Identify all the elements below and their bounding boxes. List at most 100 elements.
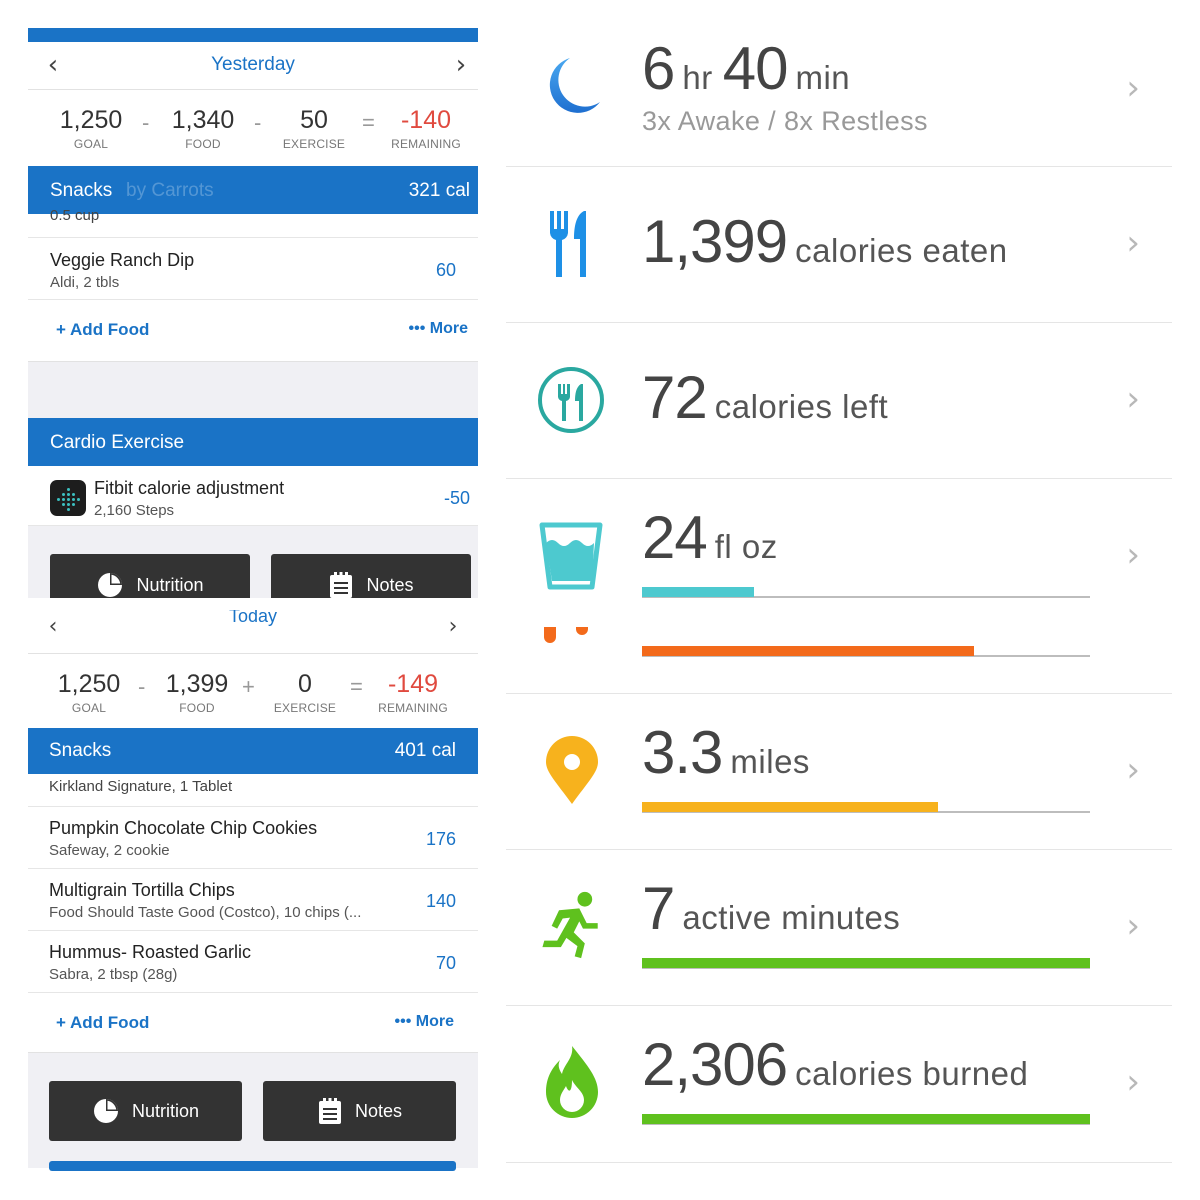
water-tile[interactable]: 24 fl oz › bbox=[506, 479, 1172, 627]
food-name: Multigrain Tortilla Chips bbox=[49, 880, 235, 900]
list-item[interactable]: Pumpkin Chocolate Chip Cookies Safeway, … bbox=[28, 807, 478, 869]
eaten-unit: calories eaten bbox=[795, 232, 1008, 269]
chevron-right-icon[interactable]: › bbox=[1126, 750, 1140, 790]
eaten-value: 1,399 bbox=[642, 208, 788, 275]
remaining-value: -140 bbox=[400, 106, 452, 134]
chevron-right-icon[interactable]: › bbox=[1126, 379, 1140, 419]
list-item[interactable]: Veggie Ranch Dip Aldi, 2 tbls 60 bbox=[28, 238, 478, 300]
next-day-chevron-icon[interactable]: › bbox=[455, 50, 467, 80]
snacks-calories: 321 cal bbox=[408, 180, 470, 201]
snacks-calories: 401 cal bbox=[394, 740, 456, 761]
sleep-tile[interactable]: 6 hr 40 min 3x Awake / 8x Restless › bbox=[506, 10, 1172, 167]
snacks-actions: + Add Food ••• More bbox=[28, 993, 478, 1053]
list-item[interactable]: 0.5 cup bbox=[28, 207, 478, 238]
bottom-blue-button-edge[interactable] bbox=[49, 1161, 456, 1171]
calories-eaten-tile[interactable]: 1,399 calories eaten › bbox=[506, 167, 1172, 323]
exercise-value: 0 bbox=[298, 670, 312, 698]
flame-icon bbox=[546, 1046, 598, 1118]
exercise-label: EXERCISE bbox=[282, 137, 346, 151]
cardio-title: Cardio Exercise bbox=[50, 432, 185, 453]
distance-tile[interactable]: 3.3 miles › bbox=[506, 694, 1172, 850]
goal-value: 1,250 bbox=[57, 670, 121, 698]
distance-progress-bar bbox=[642, 802, 1090, 813]
active-minutes-tile[interactable]: 7 active minutes › bbox=[506, 850, 1172, 1006]
remaining-summary: -149 REMAINING bbox=[363, 670, 463, 715]
add-food-button[interactable]: + Add Food bbox=[56, 1013, 150, 1032]
remaining-value: -149 bbox=[387, 670, 439, 698]
exercise-summary: 50 EXERCISE bbox=[264, 106, 364, 151]
chevron-right-icon[interactable]: › bbox=[1126, 1062, 1140, 1102]
exercise-steps: 2,160 Steps bbox=[94, 502, 175, 519]
hours-unit: hr bbox=[682, 59, 713, 96]
active-unit: active minutes bbox=[682, 899, 901, 936]
water-progress-fill bbox=[642, 587, 754, 597]
notes-button[interactable]: Notes bbox=[263, 1081, 456, 1141]
food-calories: 60 bbox=[435, 260, 456, 280]
notes-button[interactable]: Notes bbox=[271, 554, 471, 598]
previous-day-chevron-icon[interactable]: ‹ bbox=[47, 50, 59, 80]
remaining-summary: -140 REMAINING bbox=[376, 106, 476, 151]
water-amount: 24 fl oz bbox=[642, 503, 778, 572]
calories-left-tile[interactable]: 72 calories left › bbox=[506, 323, 1172, 479]
chevron-right-icon[interactable]: › bbox=[1126, 68, 1140, 108]
water-unit: fl oz bbox=[714, 528, 778, 565]
notepad-icon bbox=[318, 1098, 341, 1124]
chevron-right-icon[interactable]: › bbox=[1126, 223, 1140, 263]
list-item[interactable]: Hummus- Roasted Garlic Sabra, 2 tbsp (28… bbox=[28, 931, 478, 993]
previous-day-chevron-icon[interactable]: ‹ bbox=[48, 614, 58, 639]
food-calories: 176 bbox=[425, 829, 456, 849]
burned-value: 2,306 bbox=[642, 1031, 788, 1098]
list-item[interactable]: Multigrain Tortilla Chips Food Should Ta… bbox=[28, 869, 478, 931]
minus-operator: - bbox=[138, 674, 146, 699]
minus-operator: - bbox=[254, 110, 262, 135]
pie-chart-icon bbox=[98, 573, 123, 597]
goal-value: 1,250 bbox=[59, 106, 123, 134]
more-label: More bbox=[429, 320, 468, 337]
exercise-row[interactable]: Fitbit calorie adjustment 2,160 Steps -5… bbox=[28, 466, 478, 526]
calories-burned: 2,306 calories burned bbox=[642, 1030, 1028, 1099]
food-summary: 1,399 FOOD bbox=[147, 670, 247, 715]
date-label[interactable]: Today bbox=[228, 610, 278, 626]
water-progress-bar bbox=[642, 587, 1090, 598]
nutrition-button[interactable]: Nutrition bbox=[49, 1081, 242, 1141]
date-label[interactable]: Yesterday bbox=[211, 54, 295, 75]
food-label: FOOD bbox=[185, 137, 221, 151]
sleep-quality: 3x Awake / 8x Restless bbox=[642, 106, 928, 136]
exercise-label: EXERCISE bbox=[273, 701, 337, 715]
snacks-title: Snacks bbox=[49, 740, 112, 761]
item-serving: 0.5 cup bbox=[50, 207, 100, 224]
equals-operator: = bbox=[362, 110, 375, 135]
snacks-title: Snacks bbox=[50, 180, 113, 201]
scrolled-item-overlap: by Carrots bbox=[126, 180, 214, 201]
steps-tile[interactable] bbox=[506, 627, 1172, 694]
add-food-button[interactable]: + Add Food bbox=[56, 320, 150, 339]
minutes-unit: min bbox=[795, 59, 851, 96]
chevron-right-icon[interactable]: › bbox=[1126, 906, 1140, 946]
goal-summary: 1,250 GOAL bbox=[39, 670, 139, 715]
calories-burned-tile[interactable]: 2,306 calories burned › bbox=[506, 1006, 1172, 1163]
chevron-right-icon[interactable]: › bbox=[1126, 535, 1140, 575]
notes-label: Notes bbox=[366, 574, 414, 595]
section-gap bbox=[28, 362, 478, 418]
snacks-header[interactable]: Snacks 401 cal bbox=[28, 728, 478, 774]
sleep-hours: 6 bbox=[642, 35, 675, 102]
exercise-value: 50 bbox=[300, 106, 328, 134]
fitbit-logo-icon bbox=[50, 480, 86, 516]
list-item[interactable]: Kirkland Signature, 1 Tablet bbox=[28, 774, 478, 807]
more-button[interactable]: ••• More bbox=[408, 320, 468, 337]
cardio-header[interactable]: Cardio Exercise bbox=[28, 418, 478, 466]
calories-eaten: 1,399 calories eaten bbox=[642, 207, 1008, 276]
more-button[interactable]: ••• More bbox=[394, 1013, 454, 1030]
food-serving: Safeway, 2 cookie bbox=[49, 842, 170, 859]
food-value: 1,399 bbox=[165, 670, 229, 698]
next-day-chevron-icon[interactable]: › bbox=[448, 614, 458, 639]
food-label: FOOD bbox=[179, 701, 215, 715]
active-minutes: 7 active minutes bbox=[642, 874, 900, 943]
equals-operator: = bbox=[350, 674, 363, 699]
date-navigation: ‹ Today › bbox=[28, 610, 478, 654]
running-person-icon bbox=[542, 891, 598, 959]
remaining-label: REMAINING bbox=[378, 701, 448, 715]
snacks-header[interactable]: Snacks by Carrots 321 cal bbox=[28, 166, 478, 214]
distance-progress-fill bbox=[642, 802, 938, 812]
nutrition-button[interactable]: Nutrition bbox=[50, 554, 250, 598]
